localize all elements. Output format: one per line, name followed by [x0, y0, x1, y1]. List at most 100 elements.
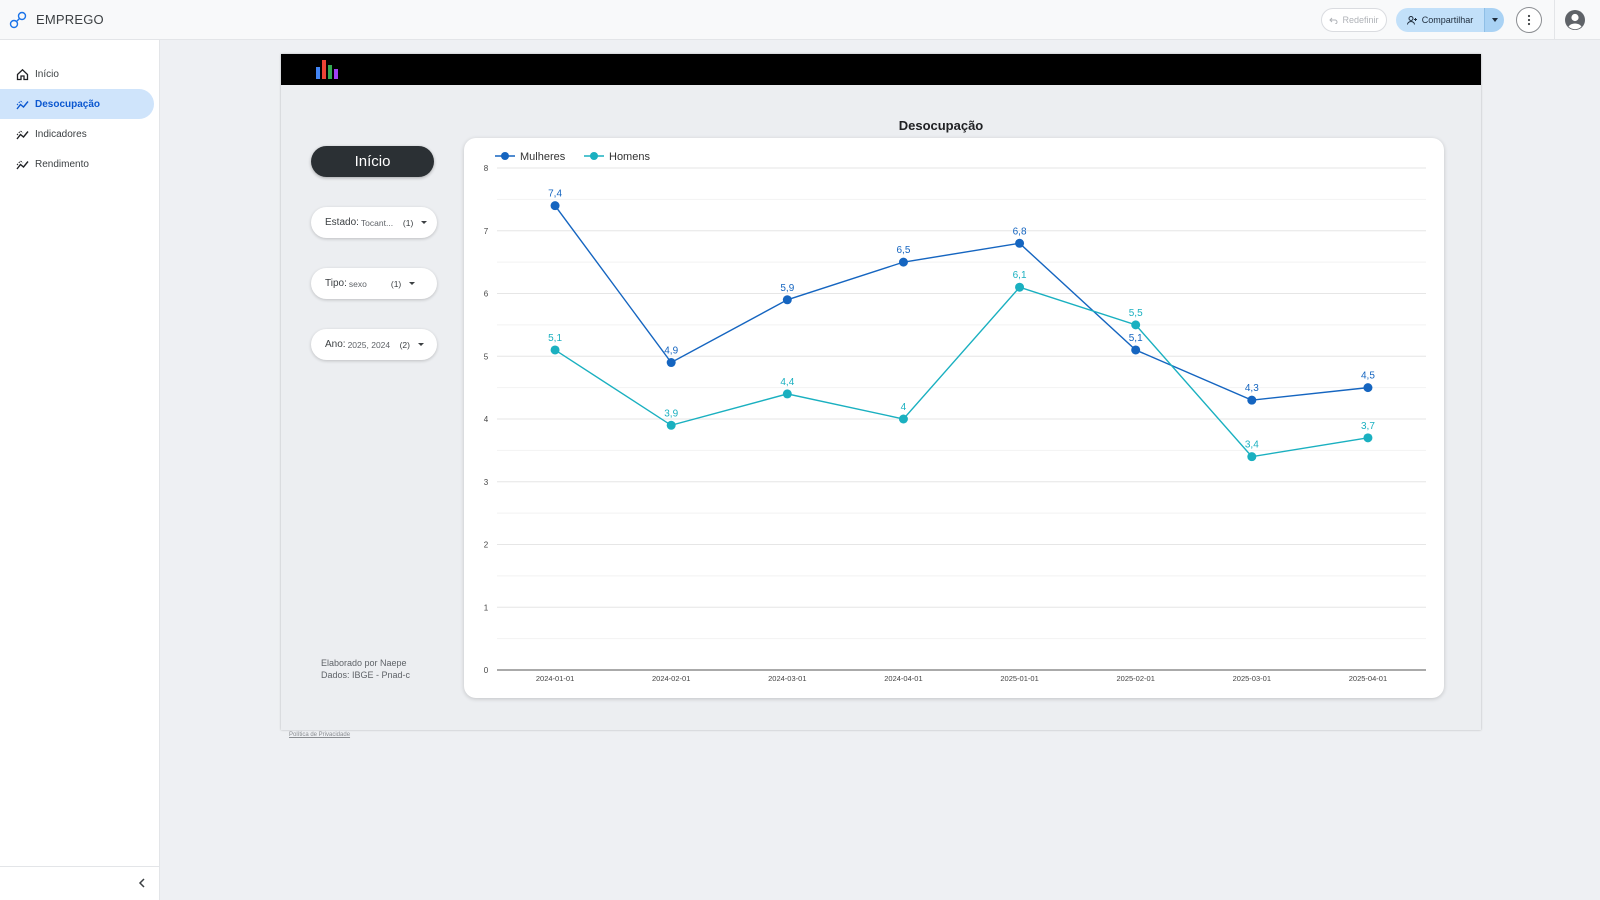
home-icon [16, 68, 29, 80]
sidebar: Início Desocupação Indicadores Rendiment… [0, 40, 160, 900]
y-tick-label: 7 [484, 227, 489, 236]
filter-label: Ano: [325, 339, 346, 350]
y-tick-label: 0 [484, 666, 489, 675]
data-label: 5,9 [780, 283, 794, 294]
data-point [1363, 433, 1373, 443]
y-tick-label: 3 [484, 478, 489, 487]
sidebar-item-label: Indicadores [35, 128, 87, 140]
footnote-author: Elaborado por Naepe [321, 658, 407, 668]
x-tick-label: 2025-02-01 [1117, 674, 1155, 683]
data-point [1131, 320, 1141, 330]
series-line-mulheres [554, 205, 1369, 401]
caret-down-icon [417, 343, 424, 346]
y-tick-label: 6 [484, 290, 489, 299]
sidebar-item-desocupacao[interactable]: Desocupação [0, 89, 154, 119]
data-label: 6,8 [1013, 226, 1027, 237]
sidebar-item-indicadores[interactable]: Indicadores [0, 119, 154, 149]
legend-marker [590, 152, 598, 160]
sidebar-item-label: Rendimento [35, 158, 89, 170]
data-point [1131, 345, 1141, 355]
privacy-policy-link[interactable]: Política de Privacidade [289, 732, 351, 738]
trend-icon [16, 99, 29, 109]
data-point [898, 257, 908, 267]
top-actions: Redefinir Compartilhar [1321, 0, 1600, 40]
top-bar: EMPREGO Redefinir Compartilhar [0, 0, 1600, 40]
share-button[interactable]: Compartilhar [1396, 8, 1484, 32]
sidebar-item-label: Desocupação [35, 98, 101, 110]
collapse-sidebar-icon[interactable] [136, 877, 148, 889]
y-tick-label: 1 [484, 603, 489, 612]
data-label: 7,4 [548, 189, 562, 200]
data-point [898, 414, 908, 424]
reset-button[interactable]: Redefinir [1321, 8, 1387, 32]
x-tick-label: 2025-03-01 [1233, 674, 1271, 683]
x-tick-label: 2024-02-01 [652, 674, 690, 683]
legend-marker [501, 152, 509, 160]
data-point [550, 201, 560, 211]
data-point [1363, 383, 1373, 393]
sidebar-footer [0, 866, 160, 900]
data-label: 5,1 [548, 333, 562, 344]
chart-card: 0 1 2 3 4 5 6 7 8 2024-01-01 2024-02-01 2024-03-01 2… [464, 138, 1444, 698]
filter-tipo[interactable]: Tipo: sexo (1) [311, 268, 437, 299]
series-line-homens [554, 286, 1369, 458]
filter-value: Tocant... [360, 217, 394, 228]
data-label: 4,4 [780, 377, 794, 388]
report-header [281, 54, 1481, 85]
x-tick-label: 2024-01-01 [536, 674, 574, 683]
x-tick-label: 2024-04-01 [884, 674, 922, 683]
data-label: 6,1 [1013, 270, 1027, 281]
data-point [1015, 282, 1025, 292]
sidebar-item-rendimento[interactable]: Rendimento [0, 149, 154, 179]
data-label: 4,5 [1361, 371, 1375, 382]
y-tick-label: 5 [484, 352, 489, 361]
app-logo-icon [9, 11, 27, 28]
legend-entry: Homens [609, 151, 650, 163]
filter-estado[interactable]: Estado: Tocant... (1) [311, 207, 437, 238]
data-point [1247, 395, 1257, 405]
app-title: EMPREGO [36, 12, 104, 27]
share-label: Compartilhar [1421, 15, 1474, 25]
data-label: 3,9 [664, 408, 678, 419]
line-chart: 0 1 2 3 4 5 6 7 8 2024-01-01 2024-02-01 2024-03-01 2… [484, 151, 1426, 683]
y-tick-label: 8 [484, 164, 489, 173]
undo-icon [1329, 17, 1338, 24]
filter-value: 2025, 2024 [347, 339, 391, 350]
home-button[interactable]: Início [311, 146, 434, 177]
y-tick-label: 2 [484, 541, 489, 550]
toolbar-divider [1554, 0, 1555, 40]
x-tick-label: 2025-01-01 [1000, 674, 1038, 683]
legend-entry: Mulheres [520, 151, 566, 163]
data-point [666, 420, 676, 430]
data-point [1247, 452, 1257, 462]
filter-count: (1) [390, 278, 402, 289]
caret-down-icon [409, 282, 416, 285]
filter-count: (1) [402, 217, 414, 228]
data-source-note: Elaborado por Naepe Dados: IBGE - Pnad-c [321, 657, 410, 681]
share-group: Compartilhar [1396, 8, 1504, 32]
data-label: 4 [901, 402, 907, 413]
sidebar-item-label: Início [35, 68, 59, 80]
more-options-button[interactable] [1516, 7, 1542, 33]
data-point [550, 345, 560, 355]
sidebar-nav: Início Desocupação Indicadores Rendiment… [0, 59, 159, 179]
filter-label: Estado: [325, 217, 359, 228]
share-dropdown-button[interactable] [1484, 8, 1504, 32]
sidebar-item-inicio[interactable]: Início [0, 59, 154, 89]
caret-down-icon [421, 221, 428, 224]
bar-chart-logo-icon [316, 60, 338, 79]
data-label: 5,1 [1129, 333, 1143, 344]
report-page: Início Estado: Tocant... (1) Tipo: sexo … [281, 54, 1481, 730]
account-avatar-icon[interactable] [1564, 9, 1586, 31]
data-point [782, 389, 792, 399]
x-tick-label: 2024-03-01 [768, 674, 806, 683]
trend-icon [16, 129, 29, 139]
data-label: 5,5 [1129, 308, 1143, 319]
data-point [666, 358, 676, 368]
data-point [1015, 238, 1025, 248]
chart-title: Desocupação [898, 118, 984, 133]
filter-ano[interactable]: Ano: 2025, 2024 (2) [311, 329, 437, 360]
x-tick-label: 2025-04-01 [1349, 674, 1387, 683]
add-person-icon [1406, 15, 1417, 25]
filter-label: Tipo: [325, 278, 347, 289]
